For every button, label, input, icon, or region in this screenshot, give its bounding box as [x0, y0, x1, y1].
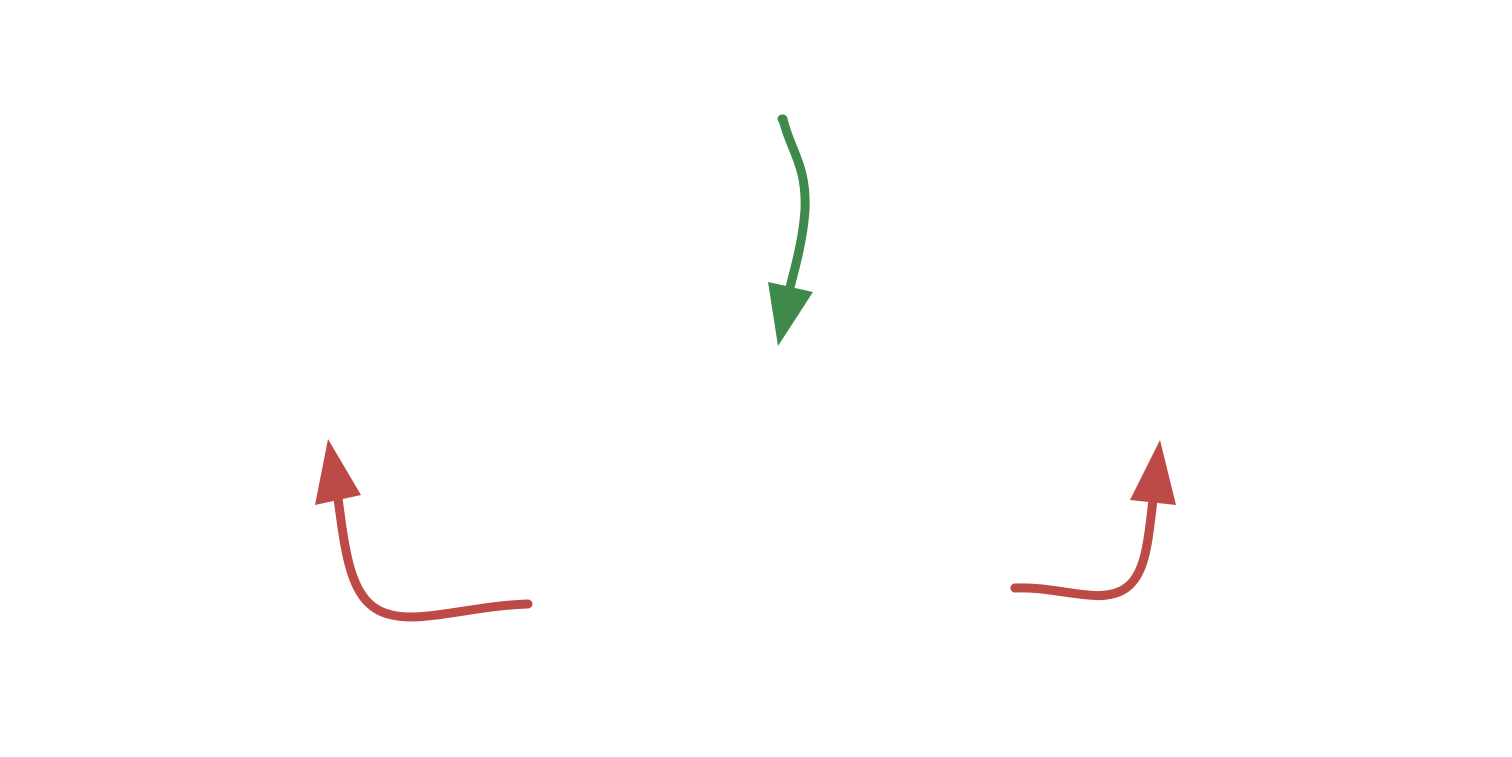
red-arrow-left-head: [315, 439, 361, 505]
red-arrow-left-tail-dot: [523, 599, 533, 609]
red-arrow-left-up: [315, 439, 533, 622]
red-arrow-left-shaft: [333, 493, 532, 622]
red-arrow-right-tail-dot: [1010, 583, 1020, 593]
green-arrow-tail-dot: [777, 114, 787, 124]
green-arrow-down: [768, 114, 813, 346]
red-arrow-right-shaft: [1010, 495, 1158, 601]
red-arrow-right-head: [1130, 440, 1176, 505]
green-arrow-head: [768, 282, 813, 346]
red-arrow-right-up: [1010, 440, 1176, 601]
green-arrow-shaft: [778, 114, 810, 300]
